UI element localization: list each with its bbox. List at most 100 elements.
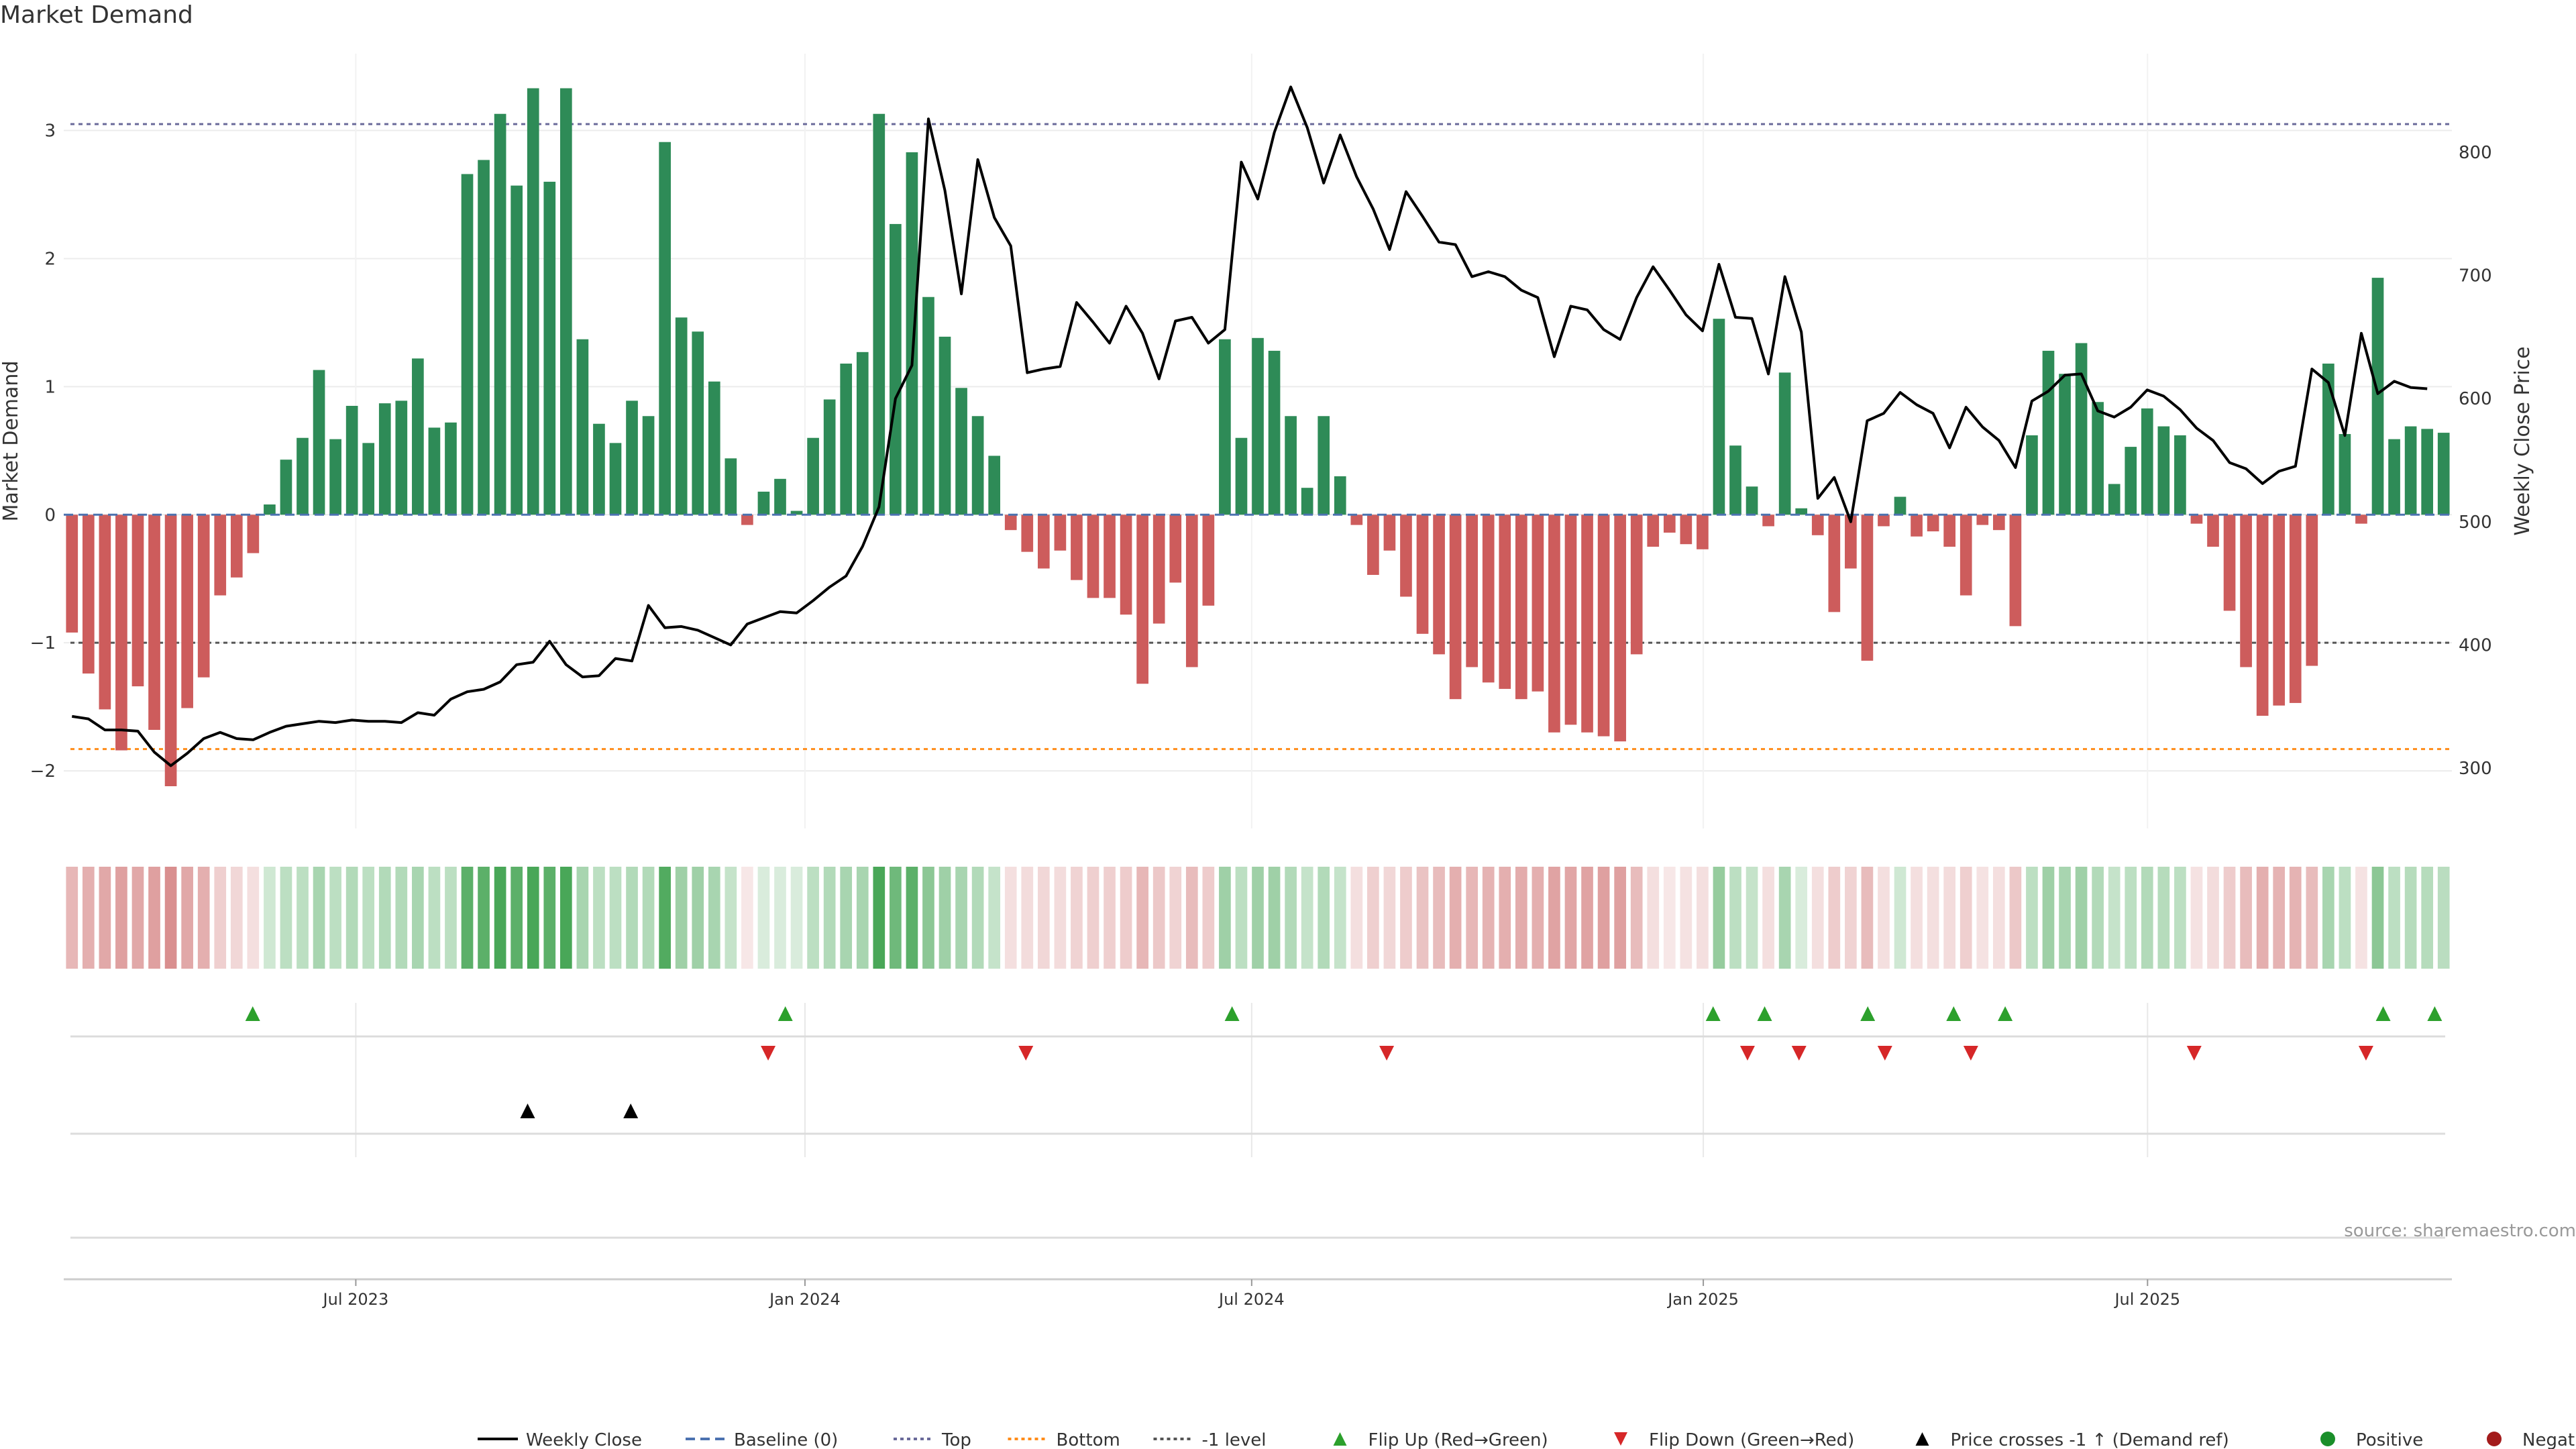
heat-cell xyxy=(1564,867,1577,969)
y2-tick-label: 300 xyxy=(2459,759,2492,779)
heat-cell xyxy=(1878,867,1890,969)
heat-cell xyxy=(2190,867,2203,969)
heat-cell xyxy=(675,867,688,969)
positive-bar xyxy=(313,370,325,515)
heat-cell xyxy=(2371,867,2384,969)
negative-bar xyxy=(1466,515,1479,667)
heat-cell xyxy=(1054,867,1067,969)
positive-bar xyxy=(2437,433,2450,515)
heat-cell xyxy=(1400,867,1412,969)
positive-bar xyxy=(2421,429,2434,515)
positive-bar xyxy=(494,113,506,515)
legend-item: Negative xyxy=(2487,1430,2576,1449)
heat-cell xyxy=(906,867,918,969)
y2-tick-label: 600 xyxy=(2459,389,2492,409)
positive-bar xyxy=(559,88,572,515)
legend-item: Bottom xyxy=(1008,1430,1120,1449)
negative-bar xyxy=(1169,515,1182,583)
positive-bar xyxy=(412,358,424,515)
heat-cell xyxy=(559,867,572,969)
negative-bar xyxy=(1878,515,1890,527)
heat-cell xyxy=(1252,867,1264,969)
positive-bar xyxy=(1285,416,1297,515)
positive-bar xyxy=(774,478,786,515)
y-tick-label: −2 xyxy=(30,761,56,782)
positive-bar xyxy=(395,400,408,515)
heat-cell xyxy=(1301,867,1313,969)
negative-bar xyxy=(247,515,260,553)
flip-down-marker xyxy=(1018,1046,1034,1061)
heat-cell xyxy=(873,867,885,969)
heat-cell xyxy=(115,867,127,969)
negative-bar xyxy=(1433,515,1445,655)
heat-cell xyxy=(1992,867,2005,969)
negative-bar xyxy=(66,515,78,633)
heat-cell xyxy=(1894,867,1907,969)
positive-bar xyxy=(724,458,737,515)
heat-cell xyxy=(313,867,325,969)
positive-bar xyxy=(378,403,391,515)
heat-cell xyxy=(938,867,951,969)
flip-up-marker xyxy=(1705,1006,1721,1021)
positive-bar xyxy=(461,174,474,515)
positive-bar xyxy=(445,422,457,515)
legend-item: Positive xyxy=(2320,1430,2423,1449)
heat-cell xyxy=(1911,867,1923,969)
negative-bar xyxy=(1004,515,1017,531)
y2-tick-label: 400 xyxy=(2459,635,2492,655)
grid-lines xyxy=(64,54,2452,1157)
heat-cell xyxy=(2026,867,2038,969)
heat-cell xyxy=(280,867,292,969)
negative-bar xyxy=(1416,515,1429,634)
negative-bar xyxy=(1697,515,1709,549)
legend-label: Flip Up (Red→Green) xyxy=(1368,1430,1548,1449)
legend: Weekly Close Baseline (0) Top Bottom -1 leve… xyxy=(478,1430,2576,1449)
positive-bar xyxy=(2125,447,2137,515)
heat-cell xyxy=(478,867,490,969)
heat-cell xyxy=(1383,867,1396,969)
heat-cell xyxy=(1861,867,1874,969)
positive-bar xyxy=(2388,439,2400,515)
negative-bar xyxy=(2190,515,2203,524)
heat-cell xyxy=(741,867,753,969)
heat-cell xyxy=(2223,867,2236,969)
heat-cell xyxy=(2042,867,2055,969)
positive-bar xyxy=(2042,350,2055,515)
heat-cell xyxy=(1367,867,1379,969)
heat-cell xyxy=(1169,867,1182,969)
positive-bar xyxy=(1729,445,1741,515)
flip-down-marker xyxy=(2186,1046,2202,1061)
negative-bar xyxy=(1449,515,1462,700)
positive-bar xyxy=(2059,374,2071,515)
heat-cell xyxy=(1087,867,1099,969)
heat-cell xyxy=(247,867,260,969)
demand-bars xyxy=(64,88,2452,786)
heat-cell xyxy=(445,867,457,969)
negative-bar xyxy=(741,515,753,525)
x-tick-label: Jul 2025 xyxy=(2113,1290,2180,1309)
negative-bar xyxy=(1037,515,1050,569)
flip-up-marker xyxy=(777,1006,793,1021)
heat-cell xyxy=(856,867,869,969)
price-line xyxy=(72,85,2428,767)
negative-bar xyxy=(1564,515,1577,725)
heat-cell xyxy=(790,867,803,969)
heat-cell xyxy=(1350,867,1363,969)
negative-bar xyxy=(2009,515,2022,627)
positive-bar xyxy=(345,406,358,515)
y-tick-label: 3 xyxy=(44,121,56,142)
negative-bar xyxy=(2273,515,2286,706)
heat-cell xyxy=(609,867,622,969)
heat-cell xyxy=(1004,867,1017,969)
positive-bar xyxy=(2092,402,2104,515)
y2-tick-label: 700 xyxy=(2459,266,2492,286)
heat-cell xyxy=(1697,867,1709,969)
positive-bar xyxy=(856,352,869,515)
legend-label: Flip Down (Green→Red) xyxy=(1649,1430,1854,1449)
negative-bar xyxy=(1548,515,1560,733)
positive-bar xyxy=(478,160,490,515)
heat-cell xyxy=(1614,867,1626,969)
legend-label: Top xyxy=(941,1430,971,1449)
heat-cell xyxy=(1416,867,1429,969)
negative-bar xyxy=(1400,515,1412,597)
